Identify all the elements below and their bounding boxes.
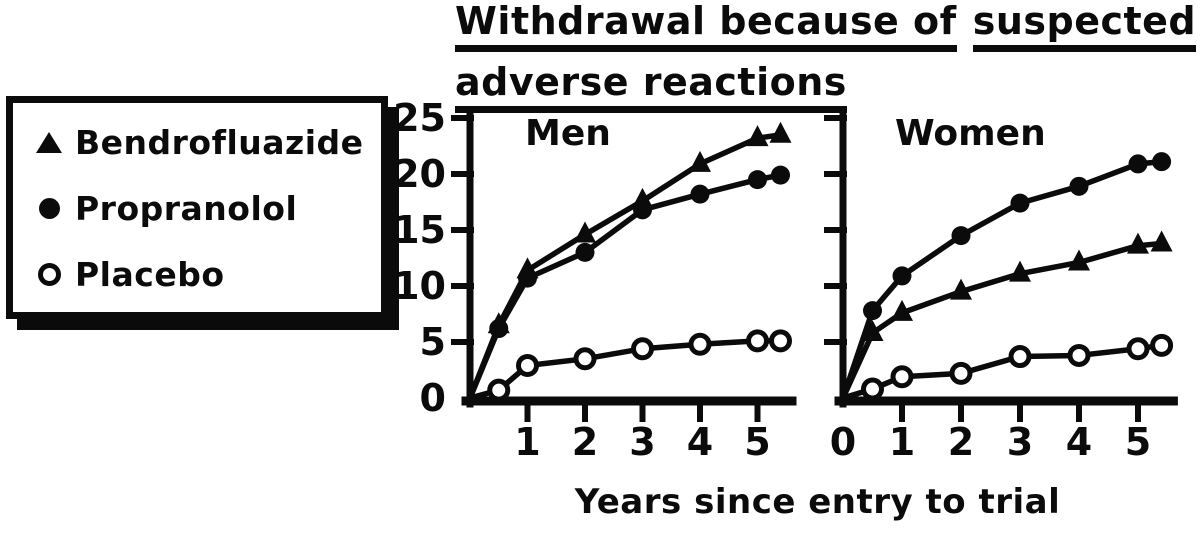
marker-triangle-bendrofluazide [891,299,913,321]
x-tick-label: 2 [572,420,598,464]
x-tick-label: 3 [1007,420,1033,464]
y-tick-label: 15 [393,208,446,252]
marker-dot-propranolol [690,184,710,204]
y-tick-label: 20 [393,152,446,196]
marker-ring-placebo [769,329,792,353]
marker-triangle-bendrofluazide [574,221,596,243]
y-tick-label: 5 [420,320,446,364]
legend-box: Bendrofluazide Propranolol Placebo [6,96,388,319]
marker-ring-placebo [1126,337,1150,361]
marker-dot-propranolol [1128,154,1148,174]
marker-triangle-bendrofluazide [861,320,884,342]
marker-triangle-bendrofluazide [689,150,711,172]
legend-marker-cell [23,132,75,153]
y-tick-label: 25 [393,96,446,140]
x-axis-label: Years since entry to trial [574,482,1061,522]
series-line-placebo [840,342,1165,401]
marker-triangle-bendrofluazide [1068,249,1090,271]
marker-ring-placebo [688,332,712,356]
legend-item-bendrofluazide: Bendrofluazide [23,123,371,162]
marker-triangle-bendrofluazide [1009,260,1031,282]
title-line1: Withdrawal because of suspected [455,1,1197,52]
x-tick-label: 4 [687,420,713,464]
marker-dot-propranolol [489,319,509,339]
panel-title: Women [895,113,1046,154]
x-tick-label: 1 [889,420,915,464]
series-line-bendrofluazide [467,132,784,401]
y-tick-label: 0 [420,376,446,420]
marker-ring-placebo [949,361,973,385]
marker-dot-propranolol [771,165,790,185]
legend-marker-cell [23,198,75,219]
marker-dot-propranolol [1010,193,1030,213]
title-line1-part1: Withdrawal because of [455,1,957,52]
marker-ring-placebo [861,377,884,401]
legend-marker-cell [23,263,75,286]
marker-ring-placebo [487,378,511,402]
series-line-propranolol [467,172,784,401]
circle-filled-icon [38,198,60,219]
marker-dot-propranolol [633,200,652,220]
figure-title: Withdrawal because of suspected adverse r… [455,1,1197,113]
legend-item-placebo: Placebo [23,255,371,294]
x-tick-label: 0 [830,420,856,464]
legend-label: Bendrofluazide [75,123,364,162]
x-tick-label: 5 [744,420,770,464]
marker-triangle-bendrofluazide [1150,230,1173,252]
marker-ring-placebo [890,365,914,389]
marker-dot-propranolol [748,170,767,190]
marker-dot-propranolol [575,242,595,262]
triangle-filled-icon [36,132,62,153]
marker-dot-propranolol [1152,152,1172,172]
y-tick-label: 10 [393,264,446,308]
x-tick-label: 1 [514,420,540,464]
panel-title: Men [525,113,611,154]
marker-dot-propranolol [892,266,912,286]
marker-ring-placebo [631,337,654,361]
x-tick-label: 5 [1125,420,1151,464]
title-line1-part2: suspected [972,1,1197,52]
marker-ring-placebo [1008,345,1032,369]
legend-label: Placebo [75,255,225,294]
marker-dot-propranolol [863,301,882,321]
marker-ring-placebo [746,329,769,353]
women-panel-chart: 0 1 2 3 4 5 Women [824,108,1178,464]
marker-triangle-bendrofluazide [746,125,769,147]
marker-ring-placebo [573,347,597,371]
marker-dot-propranolol [518,268,537,288]
circle-open-icon [37,263,61,286]
marker-triangle-bendrofluazide [1127,232,1149,254]
legend-label: Propranolol [75,189,298,228]
x-tick-label: 2 [948,420,974,464]
x-tick-label: 3 [629,420,655,464]
marker-ring-placebo [516,354,539,378]
marker-triangle-bendrofluazide [769,121,792,143]
marker-triangle-bendrofluazide [950,278,972,300]
marker-dot-propranolol [1069,176,1089,196]
marker-ring-placebo [1067,343,1091,367]
x-tick-label: 4 [1066,420,1092,464]
legend-item-propranolol: Propranolol [23,189,371,228]
marker-dot-propranolol [951,226,971,246]
marker-ring-placebo [1150,333,1174,357]
title-line2: adverse reactions [455,62,847,113]
series-line-placebo [467,338,784,401]
